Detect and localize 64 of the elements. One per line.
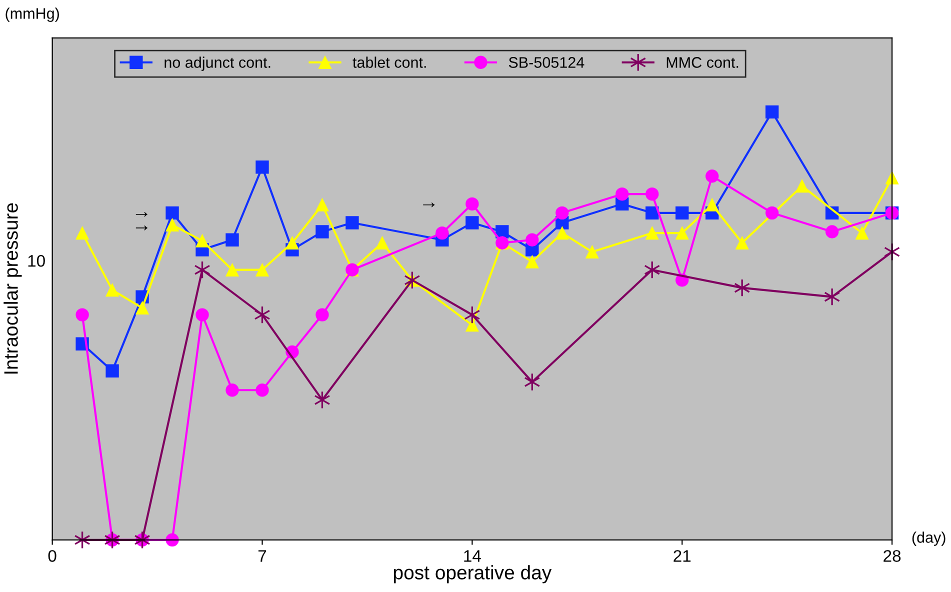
point [824,288,840,306]
legend-label: MMC cont. [666,57,738,68]
point [526,233,539,246]
legend-label: tablet cont. [352,56,426,68]
point [795,179,809,193]
text: (day) [912,532,946,546]
x-tick-label: 14 [464,550,481,562]
point [466,318,479,332]
point [735,236,749,250]
point [226,263,239,276]
point [346,216,359,230]
point [106,283,119,297]
x-axis-title: post operative day [394,565,552,584]
legend-label: no adjunct cont. [164,56,270,71]
x-tick-label: 21 [674,550,691,562]
point [765,105,779,119]
point [256,384,269,397]
point [166,533,179,547]
point [196,308,209,322]
point [646,206,659,220]
point [855,226,869,240]
point [106,364,119,378]
point [256,263,269,276]
point [825,225,839,238]
point [616,188,629,201]
point [646,188,659,201]
point [436,226,449,240]
point [646,226,659,240]
point [556,226,569,240]
point [166,206,179,220]
point [226,233,239,246]
legend-label: SB-505124 [508,57,584,68]
point [765,206,779,220]
annotation: → [136,226,148,230]
point [226,384,239,397]
point [76,226,89,240]
point [316,198,329,212]
annotation: → [423,202,435,208]
point [166,218,179,232]
point [676,206,689,220]
point [316,308,329,322]
y-axis-title: Intraocular pressure [4,203,22,374]
text: 10 [28,254,45,267]
point [286,236,299,250]
point [76,308,89,322]
point [376,236,389,250]
annotation: → [136,212,148,217]
point [404,270,420,290]
x-tick-label: 7 [258,550,266,562]
point [466,216,479,230]
text: (mmHg) [6,8,59,22]
point [586,245,599,258]
point [526,255,539,268]
point [466,197,479,211]
point [256,160,269,174]
point [136,301,149,315]
x-tick-label: 0 [48,550,56,562]
point [705,170,719,183]
point [196,234,209,248]
point [316,225,329,238]
point [556,206,569,220]
point [705,198,719,212]
point [676,226,689,240]
x-tick-label: 28 [884,550,901,562]
